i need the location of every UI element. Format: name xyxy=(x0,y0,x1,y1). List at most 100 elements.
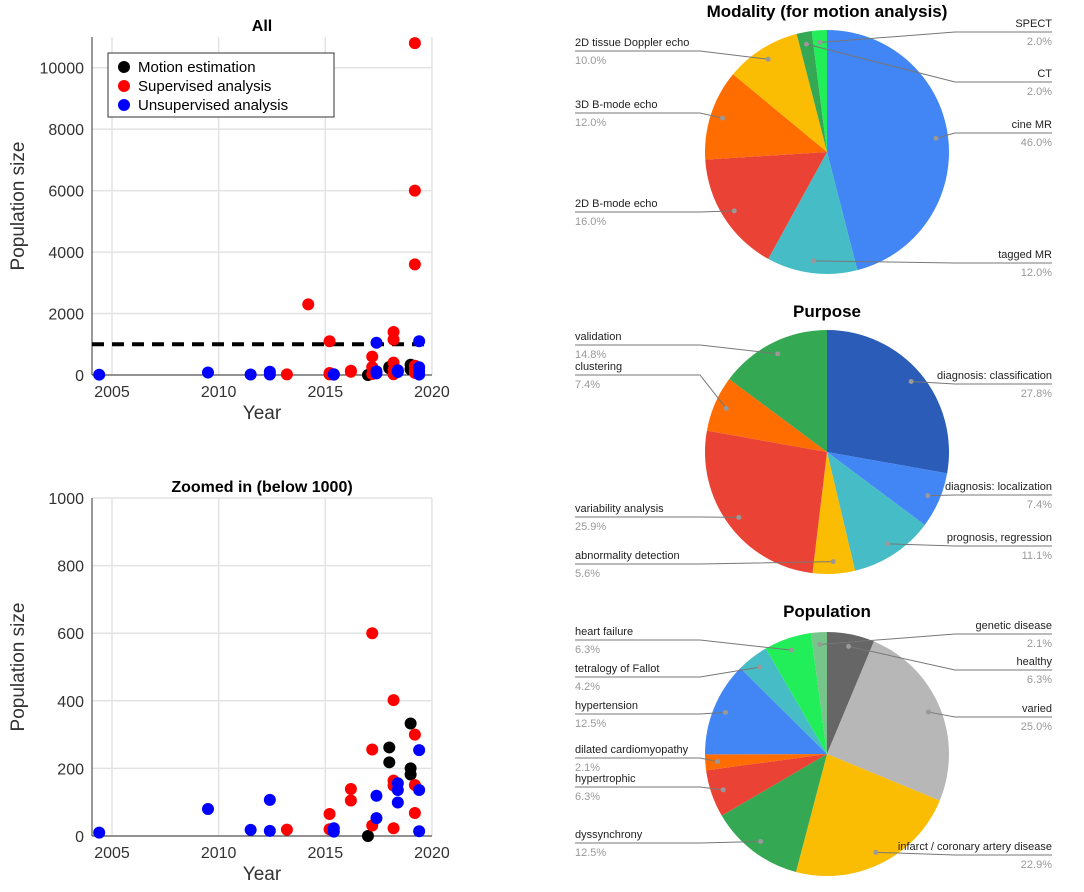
leader-line xyxy=(927,494,1052,497)
leader-line xyxy=(806,43,1052,83)
slice-label: variability analysis xyxy=(575,503,664,515)
legend-label: Unsupervised analysis xyxy=(138,97,288,114)
y-tick-label: 6000 xyxy=(48,184,84,201)
data-point-unsupervised-analysis xyxy=(263,793,276,806)
leader-line xyxy=(820,31,1052,43)
leader-dot xyxy=(908,378,914,384)
data-point-unsupervised-analysis xyxy=(370,789,383,802)
legend-marker xyxy=(118,80,130,92)
slice-label: infarct / coronary artery disease xyxy=(898,841,1052,853)
data-point-supervised-analysis xyxy=(408,258,421,271)
leader-dot xyxy=(789,647,795,653)
leader-line xyxy=(819,633,1052,645)
data-point-unsupervised-analysis xyxy=(244,368,257,381)
data-point-supervised-analysis xyxy=(366,743,379,756)
data-point-supervised-analysis xyxy=(408,37,421,50)
data-point-unsupervised-analysis xyxy=(391,365,404,378)
slice-label: diagnosis: localization xyxy=(945,481,1052,493)
pie-slice xyxy=(732,33,827,152)
legend: Motion estimation Supervised analysis Unsu… xyxy=(107,52,335,118)
data-point-supervised-analysis xyxy=(280,823,293,836)
data-point-supervised-analysis xyxy=(323,808,336,821)
pie-slice xyxy=(705,754,827,771)
pie-slice xyxy=(740,648,827,754)
data-point-supervised-analysis xyxy=(323,335,336,348)
leader-dot xyxy=(884,541,890,547)
slice-percent: 7.4% xyxy=(1027,499,1052,511)
leader-dot xyxy=(736,514,742,520)
pie-slice xyxy=(811,30,827,152)
y-tick-label: 0 xyxy=(75,368,84,385)
pie-slice xyxy=(729,330,827,452)
leader-dot xyxy=(757,664,763,670)
data-point-motion-estimation xyxy=(383,741,396,754)
data-point-unsupervised-analysis xyxy=(370,812,383,825)
slice-label: heart failure xyxy=(575,626,633,638)
pie-title: Modality (for motion analysis) xyxy=(707,2,948,21)
slice-label: clustering xyxy=(575,361,622,373)
pie-title: Purpose xyxy=(793,302,861,321)
leader-dot xyxy=(925,709,931,715)
leader-line xyxy=(575,786,724,791)
leader-dot xyxy=(810,258,816,264)
x-axis-label: Year xyxy=(243,864,282,885)
data-point-supervised-analysis xyxy=(408,728,421,741)
pie-slice xyxy=(705,668,827,755)
y-tick-label: 400 xyxy=(57,694,84,711)
data-point-motion-estimation xyxy=(383,756,396,769)
x-tick-label: 2020 xyxy=(414,845,450,862)
leader-dot xyxy=(775,351,781,357)
slice-percent: 11.1% xyxy=(1022,550,1053,562)
data-point-unsupervised-analysis xyxy=(370,367,383,380)
leader-dot xyxy=(933,135,939,141)
slice-label: 2D B-mode echo xyxy=(575,198,658,210)
leader-dot xyxy=(873,849,879,855)
leader-line xyxy=(848,645,1052,671)
data-point-unsupervised-analysis xyxy=(413,368,426,381)
slice-percent: 10.0% xyxy=(575,55,606,67)
leader-dot xyxy=(758,838,764,844)
pie-slice xyxy=(721,754,827,872)
data-point-unsupervised-analysis xyxy=(201,802,214,815)
plot-title: Zoomed in (below 1000) xyxy=(171,479,352,496)
data-point-supervised-analysis xyxy=(408,807,421,820)
pie-slice xyxy=(706,379,827,452)
x-tick-label: 2005 xyxy=(94,384,130,401)
data-point-supervised-analysis xyxy=(344,365,357,378)
pie-slice xyxy=(705,430,827,574)
slice-percent: 22.9% xyxy=(1021,859,1052,871)
pie-chart-0: Modality (for motion analysis) cine MR 46.… xyxy=(575,2,1052,279)
data-point-supervised-analysis xyxy=(280,368,293,381)
slice-label: prognosis, regression xyxy=(947,532,1052,544)
slice-percent: 6.3% xyxy=(575,791,600,803)
leader-line xyxy=(911,380,1052,385)
y-tick-label: 800 xyxy=(57,559,84,576)
slice-label: hypertrophic xyxy=(575,773,636,785)
slice-percent: 46.0% xyxy=(1021,137,1052,149)
x-tick-label: 2020 xyxy=(414,384,450,401)
scatter-plot-1: 2005 2010 2015 2020 0 200 400 600 800 1000 Zoomed … xyxy=(8,479,450,885)
y-tick-label: 0 xyxy=(75,829,84,846)
leader-dot xyxy=(714,759,720,765)
slice-percent: 12.5% xyxy=(575,718,606,730)
slice-label: abnormality detection xyxy=(575,550,680,562)
data-point-motion-estimation xyxy=(361,830,374,842)
slice-label: healthy xyxy=(1017,656,1053,668)
pie-slice xyxy=(705,152,827,259)
legend-marker xyxy=(118,99,130,111)
slice-label: 3D B-mode echo xyxy=(575,99,658,111)
leader-dot xyxy=(731,208,737,214)
data-point-supervised-analysis xyxy=(408,184,421,197)
data-point-motion-estimation xyxy=(404,768,417,781)
leader-dot xyxy=(720,787,726,793)
data-point-supervised-analysis xyxy=(344,794,357,807)
leader-line xyxy=(575,50,769,60)
leader-dot xyxy=(830,559,836,565)
leader-line xyxy=(575,666,760,678)
data-point-unsupervised-analysis xyxy=(244,823,257,836)
y-axis-label: Population size xyxy=(8,603,29,732)
pie-slice xyxy=(827,632,874,754)
slice-label: diagnosis: classification xyxy=(937,370,1052,382)
